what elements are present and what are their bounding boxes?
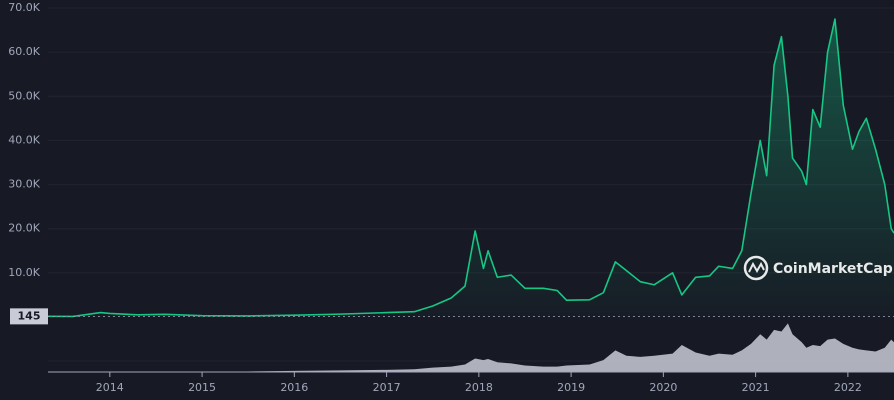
watermark-logo-mark: [748, 261, 765, 274]
watermark-text: CoinMarketCap: [773, 261, 893, 277]
watermark: CoinMarketCap: [743, 255, 893, 281]
y-tick-label: 40.0K: [8, 133, 40, 146]
x-tick-label: 2020: [649, 381, 677, 394]
x-tick-label: 2016: [280, 381, 308, 394]
x-tick-label: 2019: [557, 381, 585, 394]
y-tick-label: 50.0K: [8, 89, 40, 102]
y-tick-label: 70.0K: [8, 1, 40, 14]
price-line: [47, 18, 894, 318]
y-tick-label: 20.0K: [8, 222, 40, 235]
x-tick-label: 2015: [188, 381, 216, 394]
y-tick-label: 60.0K: [8, 45, 40, 58]
y-tick-label: 10.0K: [8, 266, 40, 279]
x-tick-label: 2018: [465, 381, 493, 394]
marker-label: 145: [18, 309, 41, 322]
volume-area: [48, 323, 894, 372]
watermark-logo: [743, 255, 769, 281]
marker-badge: [10, 308, 48, 325]
x-tick-label: 2021: [742, 381, 770, 394]
x-tick-label: 2022: [834, 381, 862, 394]
x-tick-label: 2017: [373, 381, 401, 394]
x-tick-label: 2014: [96, 381, 124, 394]
y-tick-label: 30.0K: [8, 178, 40, 191]
